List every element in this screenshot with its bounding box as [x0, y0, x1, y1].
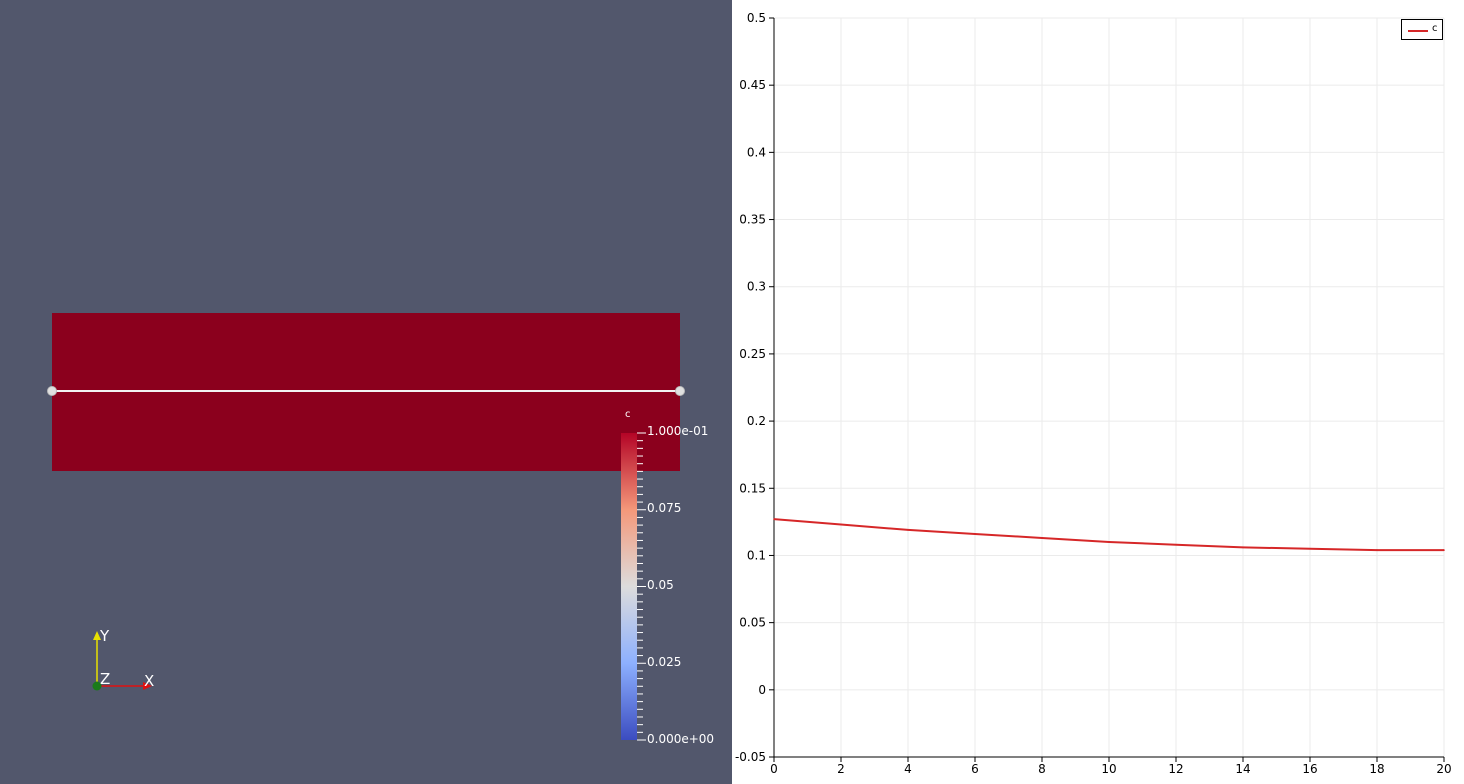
data-point [1041, 537, 1043, 539]
y-tick-label: 0.2 [747, 414, 766, 428]
y-axis-arrowhead-icon [93, 631, 101, 640]
probe-line-start-handle[interactable] [47, 386, 57, 396]
data-point [907, 529, 909, 531]
x-tick-label: 2 [837, 762, 845, 776]
data-point [974, 533, 976, 535]
y-tick-label: 0.45 [739, 78, 766, 92]
y-axis-label: Y [100, 627, 110, 645]
data-point [773, 518, 775, 520]
chart-series [773, 518, 1445, 552]
legend-label: c [1432, 23, 1438, 34]
y-tick-label: 0.25 [739, 347, 766, 361]
chart-legend: c [1401, 19, 1443, 40]
y-tick-label: 0.5 [747, 11, 766, 25]
x-tick-label: 16 [1302, 762, 1317, 776]
x-tick-label: 12 [1168, 762, 1183, 776]
colorbar-title: c [625, 409, 631, 420]
data-point [1309, 547, 1311, 550]
data-point [1376, 549, 1378, 551]
y-tick-label: 0.3 [747, 280, 766, 294]
colored-mesh-slab [52, 313, 680, 471]
y-tick-label: 0.4 [747, 145, 766, 159]
probe-line-widget[interactable] [52, 390, 680, 392]
x-tick-label: 8 [1038, 762, 1046, 776]
data-point [840, 523, 842, 526]
data-point [1108, 541, 1110, 543]
colorbar-tick-label-min: 0.000e+00 [647, 732, 715, 746]
chart-tick-labels: 0 2 4 6 8 10 12 14 16 18 20 -0.05 0 0.05 0.1 0.15 0.2 0.2… [735, 11, 1452, 776]
x-tick-label: 4 [904, 762, 912, 776]
legend-swatch [1408, 30, 1428, 32]
orientation-axes [92, 631, 152, 691]
colorbar-tick-label: 0.05 [647, 578, 674, 592]
y-tick-label: 0.35 [739, 213, 766, 227]
x-axis-arrowhead-icon [143, 682, 152, 690]
x-tick-label: 6 [971, 762, 979, 776]
z-axis-label: Z [100, 670, 111, 688]
y-tick-label: 0.05 [739, 616, 766, 630]
y-tick-label: 0 [758, 683, 766, 697]
line-chart: 0 2 4 6 8 10 12 14 16 18 20 -0.05 0 0.05 0.1 0.15 0.2 0.2… [735, 11, 1452, 776]
x-tick-label: 0 [770, 762, 778, 776]
y-tick-label: 0.1 [747, 548, 766, 562]
colorbar-ticks [637, 432, 646, 741]
z-axis-marker-icon [92, 681, 102, 691]
chart-axes [769, 17, 1445, 762]
data-point [1443, 549, 1445, 551]
y-tick-label: 0.15 [739, 481, 766, 495]
x-tick-label: 10 [1101, 762, 1116, 776]
x-tick-label: 18 [1369, 762, 1384, 776]
chart-grid [773, 17, 1445, 758]
probe-line-end-handle[interactable] [675, 386, 685, 396]
x-tick-label: 20 [1436, 762, 1451, 776]
y-tick-label: -0.05 [735, 750, 766, 764]
colorbar-tick-label: 0.075 [647, 501, 682, 515]
line-chart-view[interactable]: 0 2 4 6 8 10 12 14 16 18 20 -0.05 0 0.05 0.1 0.15 0.2 0.2… [732, 0, 1464, 784]
colorbar-tick-label: 0.025 [647, 655, 682, 669]
x-tick-label: 14 [1235, 762, 1250, 776]
x-axis-label: X [144, 672, 155, 690]
render-view[interactable]: c 1.000e-01 0.075 0.05 0.025 0.000e+00 Y… [0, 0, 732, 784]
data-point [1175, 543, 1177, 546]
data-point [1242, 546, 1244, 549]
colorbar [621, 433, 637, 740]
colorbar-tick-label-max: 1.000e-01 [647, 424, 709, 438]
